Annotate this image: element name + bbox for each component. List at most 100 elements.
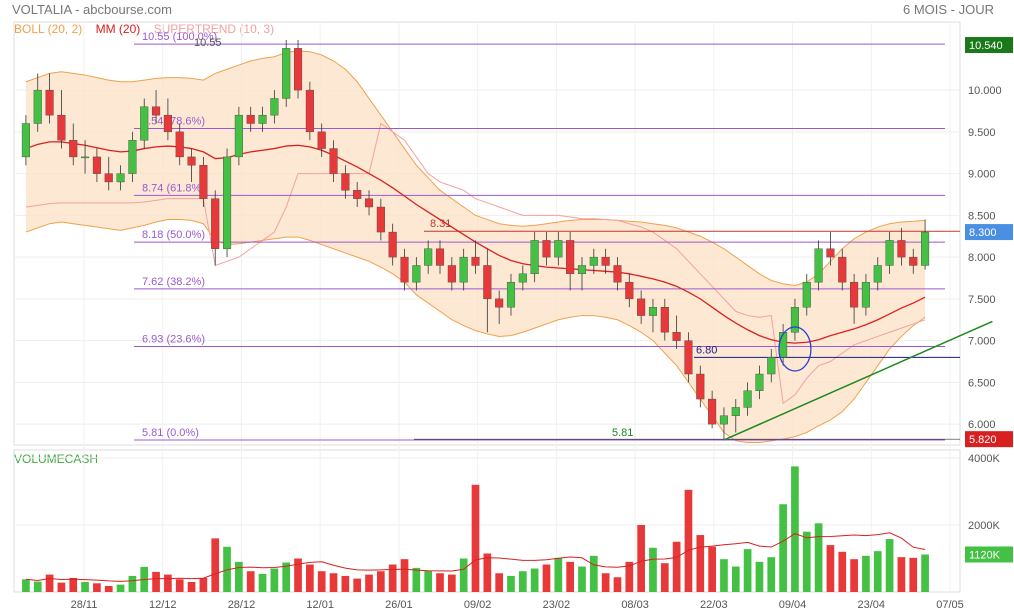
- volume-bar: [294, 558, 302, 592]
- candle-body: [921, 231, 930, 266]
- volume-bar: [826, 545, 835, 592]
- candle-body: [128, 140, 137, 174]
- volume-bar: [791, 466, 799, 592]
- volume-bar: [45, 574, 54, 592]
- candle-body: [743, 390, 752, 408]
- price-tick-label: 7.000: [968, 336, 996, 348]
- candle-body: [388, 231, 397, 258]
- volume-bar: [459, 558, 468, 592]
- candle-body: [755, 373, 764, 391]
- volume-bar: [447, 574, 456, 592]
- candle-body: [341, 173, 350, 191]
- volume-bar: [211, 538, 220, 592]
- x-tick-label: 07/05: [936, 599, 964, 611]
- candle-body: [435, 248, 445, 266]
- price-tick-label: 6.000: [968, 419, 996, 431]
- candle-body: [790, 307, 799, 333]
- volume-bar: [743, 549, 752, 592]
- price-panel-frame: [13, 21, 961, 446]
- candle-body: [317, 131, 326, 149]
- candle-body: [696, 373, 705, 400]
- volume-bar: [921, 554, 929, 592]
- candle-body: [211, 198, 220, 249]
- volume-tick-label: 4000K: [968, 453, 1000, 465]
- fib-label: 10.55 (100.0%): [142, 31, 217, 43]
- volume-bar: [814, 523, 823, 592]
- candle-body: [495, 298, 504, 308]
- price-tick-label: 10.000: [968, 85, 1002, 97]
- volume-bar: [412, 567, 421, 592]
- volume-bar: [601, 573, 610, 592]
- volume-ma-line: [25, 532, 926, 582]
- candle-body: [506, 281, 516, 308]
- volume-bar: [731, 566, 740, 592]
- candle-body: [779, 332, 788, 358]
- bollinger-upper: [25, 50, 926, 287]
- candle-body: [672, 332, 681, 341]
- candle-body: [447, 265, 456, 283]
- candle-body: [625, 281, 634, 300]
- legend-supertrend[interactable]: SUPERTREND (10, 3): [153, 22, 275, 36]
- candle-body: [81, 156, 90, 159]
- period-label[interactable]: 6 MOIS - JOUR: [902, 2, 994, 17]
- volume-bar: [660, 563, 669, 592]
- candle-body: [116, 173, 125, 183]
- legend-mm[interactable]: MM (20): [95, 22, 141, 36]
- candle-body: [885, 240, 894, 266]
- candle-body: [589, 256, 598, 266]
- volume-bar: [377, 571, 385, 592]
- candle-body: [305, 89, 314, 133]
- volume-bar: [341, 575, 350, 592]
- candle-body: [637, 298, 646, 316]
- annotation-label: 8.31: [430, 218, 451, 230]
- trend-line: [723, 320, 993, 441]
- candle-body: [163, 114, 172, 133]
- fib-label: 9.54 (78.6%): [142, 116, 205, 128]
- volume-bar: [755, 561, 764, 592]
- volume-bar: [720, 559, 728, 592]
- volume-bar: [164, 574, 172, 592]
- candle-body: [175, 131, 184, 158]
- candle-body: [459, 256, 468, 283]
- volume-bar: [471, 484, 480, 592]
- volume-bar: [625, 561, 634, 592]
- candle-body: [92, 156, 101, 174]
- volume-bar: [554, 557, 563, 592]
- volume-bar: [152, 571, 160, 592]
- supertrend-line: [25, 122, 926, 405]
- candle-body: [708, 398, 717, 425]
- candle-body: [258, 114, 267, 124]
- volume-bar: [684, 489, 693, 592]
- price-marker-label: 5.820: [969, 434, 997, 446]
- volume-bar: [802, 531, 811, 592]
- volume-bar: [649, 547, 657, 592]
- candle-body: [471, 256, 480, 266]
- fib-label: 6.93 (23.6%): [142, 333, 205, 345]
- indicator-legend: BOLL (20, 2) MM (20) SUPERTREND (10, 3): [14, 22, 284, 36]
- volume-bar: [507, 575, 515, 592]
- volume-bar: [33, 581, 42, 592]
- x-tick-label: 28/12: [228, 599, 256, 611]
- volume-bar: [306, 564, 314, 592]
- volume-bar: [282, 562, 291, 592]
- volume-bar: [862, 555, 870, 592]
- candle-body: [199, 165, 208, 199]
- volume-bar: [57, 582, 66, 592]
- volume-bar: [613, 577, 622, 592]
- x-tick-label: 09/02: [464, 599, 492, 611]
- candle-body: [152, 106, 161, 116]
- candle-body: [613, 265, 622, 283]
- candle-body: [21, 123, 30, 158]
- volume-bar: [81, 581, 89, 592]
- candle-body: [873, 265, 882, 283]
- volume-bar: [69, 577, 78, 592]
- volume-bar: [329, 573, 338, 592]
- x-tick-label: 26/01: [385, 599, 413, 611]
- candle-body: [57, 114, 66, 141]
- volume-bar: [317, 571, 326, 592]
- price-marker-label: 8.300: [969, 227, 997, 239]
- legend-boll[interactable]: BOLL (20, 2): [14, 22, 83, 36]
- volume-bar: [637, 525, 645, 592]
- volume-bar: [116, 584, 125, 592]
